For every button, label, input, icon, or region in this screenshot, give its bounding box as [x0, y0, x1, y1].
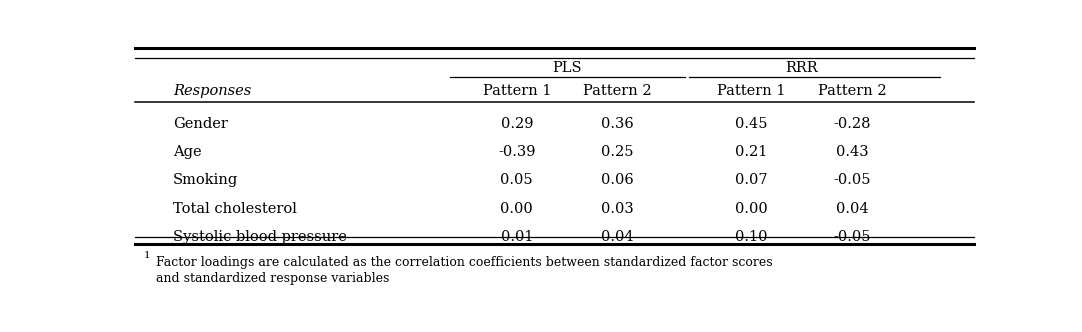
- Text: Gender: Gender: [173, 117, 228, 131]
- Text: 0.45: 0.45: [736, 117, 768, 131]
- Text: Age: Age: [173, 145, 201, 159]
- Text: 0.25: 0.25: [602, 145, 634, 159]
- Text: Factor loadings are calculated as the correlation coefficients between standardi: Factor loadings are calculated as the co…: [156, 256, 773, 269]
- Text: 0.04: 0.04: [836, 202, 869, 215]
- Text: Pattern 2: Pattern 2: [583, 84, 651, 98]
- Text: Smoking: Smoking: [173, 173, 238, 188]
- Text: 0.43: 0.43: [836, 145, 869, 159]
- Text: RRR: RRR: [786, 61, 818, 75]
- Text: 0.00: 0.00: [500, 202, 533, 215]
- Text: Systolic blood pressure: Systolic blood pressure: [173, 230, 347, 244]
- Text: 0.10: 0.10: [736, 230, 768, 244]
- Text: 0.06: 0.06: [601, 173, 634, 188]
- Text: Pattern 2: Pattern 2: [818, 84, 886, 98]
- Text: 0.07: 0.07: [736, 173, 768, 188]
- Text: 1: 1: [144, 251, 150, 260]
- Text: Responses: Responses: [173, 84, 251, 98]
- Text: and standardized response variables: and standardized response variables: [156, 273, 390, 286]
- Text: -0.05: -0.05: [833, 230, 871, 244]
- Text: 0.05: 0.05: [501, 173, 533, 188]
- Text: Total cholesterol: Total cholesterol: [173, 202, 296, 215]
- Text: 0.03: 0.03: [601, 202, 634, 215]
- Text: 0.21: 0.21: [736, 145, 768, 159]
- Text: 0.29: 0.29: [501, 117, 533, 131]
- Text: 0.00: 0.00: [735, 202, 768, 215]
- Text: 0.01: 0.01: [501, 230, 533, 244]
- Text: 0.36: 0.36: [601, 117, 634, 131]
- Text: Pattern 1: Pattern 1: [483, 84, 551, 98]
- Text: Pattern 1: Pattern 1: [717, 84, 786, 98]
- Text: PLS: PLS: [552, 61, 582, 75]
- Text: -0.28: -0.28: [833, 117, 871, 131]
- Text: 0.04: 0.04: [602, 230, 634, 244]
- Text: -0.05: -0.05: [833, 173, 871, 188]
- Text: -0.39: -0.39: [498, 145, 536, 159]
